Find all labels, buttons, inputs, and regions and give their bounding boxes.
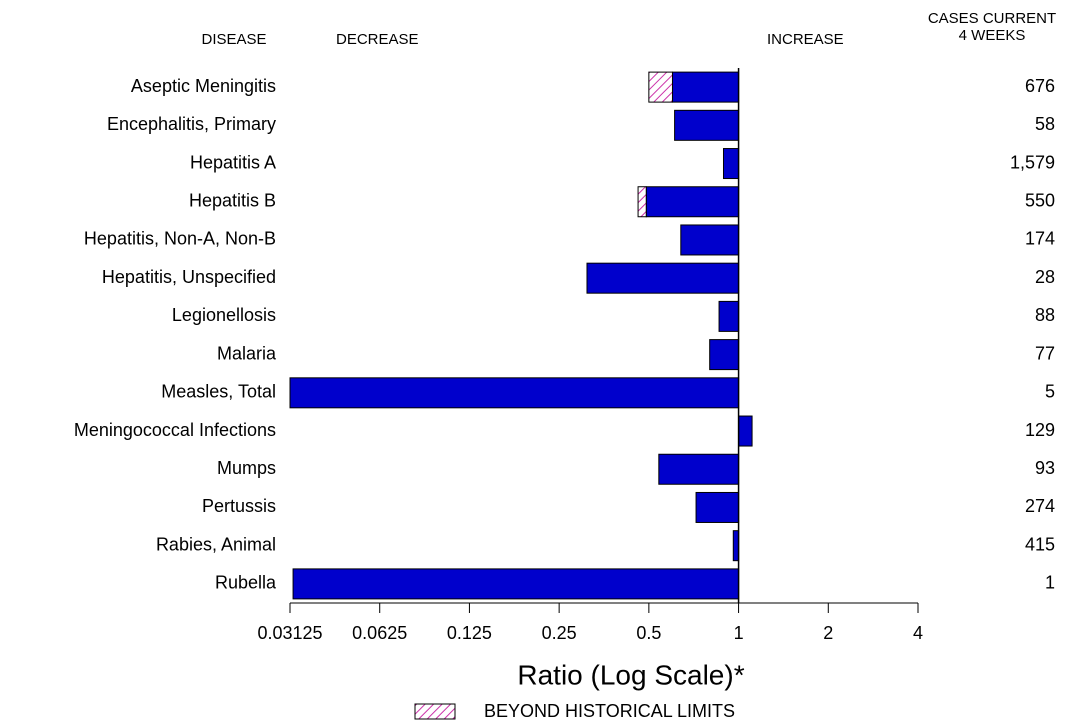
x-tick-label: 0.03125 xyxy=(257,623,322,643)
x-tick-label: 0.0625 xyxy=(352,623,407,643)
bar xyxy=(718,300,740,332)
cases-label: 77 xyxy=(1035,343,1055,363)
cases-label: 1 xyxy=(1045,573,1055,593)
category-header: DISEASE xyxy=(201,31,266,48)
cases-label: 58 xyxy=(1035,114,1055,134)
category-label: Encephalitis, Primary xyxy=(107,114,276,134)
category-label: Hepatitis, Non-A, Non-B xyxy=(84,229,276,249)
bar xyxy=(674,109,740,141)
legend-swatch xyxy=(414,703,456,720)
beyond-limits-bar xyxy=(637,186,647,218)
category-label: Rubella xyxy=(215,573,277,593)
x-tick-label: 2 xyxy=(823,623,833,643)
category-label: Legionellosis xyxy=(172,305,276,325)
cases-label: 1,579 xyxy=(1010,152,1055,172)
cases-label: 274 xyxy=(1025,496,1055,516)
bar xyxy=(732,530,740,562)
category-label: Mumps xyxy=(217,458,276,478)
cases-label: 28 xyxy=(1035,267,1055,287)
category-label: Hepatitis B xyxy=(189,191,276,211)
cases-header: CASES CURRENT xyxy=(928,10,1056,27)
category-label: Malaria xyxy=(217,343,277,363)
legend-label: BEYOND HISTORICAL LIMITS xyxy=(484,701,735,721)
x-tick-label: 0.25 xyxy=(542,623,577,643)
category-label: Aseptic Meningitis xyxy=(131,76,276,96)
cases-label: 5 xyxy=(1045,382,1055,402)
x-axis-title: Ratio (Log Scale)* xyxy=(517,659,744,690)
category-label: Rabies, Animal xyxy=(156,534,276,554)
bar xyxy=(671,71,740,103)
cases-label: 676 xyxy=(1025,76,1055,96)
bar xyxy=(289,377,740,409)
x-tick-label: 0.125 xyxy=(447,623,492,643)
category-label: Measles, Total xyxy=(161,382,276,402)
bar xyxy=(645,186,740,218)
beyond-limits-bar xyxy=(648,71,673,103)
bar xyxy=(658,453,740,485)
bar xyxy=(709,339,740,371)
category-label: Hepatitis A xyxy=(190,152,276,172)
x-tick-label: 4 xyxy=(913,623,923,643)
bar xyxy=(680,224,740,256)
x-tick-label: 1 xyxy=(734,623,744,643)
decrease-header: DECREASE xyxy=(336,31,419,48)
bar xyxy=(738,415,753,447)
cases-label: 88 xyxy=(1035,305,1055,325)
cases-label: 93 xyxy=(1035,458,1055,478)
bar xyxy=(586,262,740,294)
bar xyxy=(292,568,740,600)
cases-label: 174 xyxy=(1025,229,1055,249)
x-tick-label: 0.5 xyxy=(636,623,661,643)
increase-header: INCREASE xyxy=(767,31,844,48)
category-label: Hepatitis, Unspecified xyxy=(102,267,276,287)
bar xyxy=(695,491,740,523)
cases-label: 415 xyxy=(1025,534,1055,554)
bar xyxy=(722,148,740,180)
category-label: Pertussis xyxy=(202,496,276,516)
cases-label: 550 xyxy=(1025,191,1055,211)
cases-header: 4 WEEKS xyxy=(959,27,1026,44)
cases-label: 129 xyxy=(1025,420,1055,440)
category-label: Meningococcal Infections xyxy=(74,420,276,440)
